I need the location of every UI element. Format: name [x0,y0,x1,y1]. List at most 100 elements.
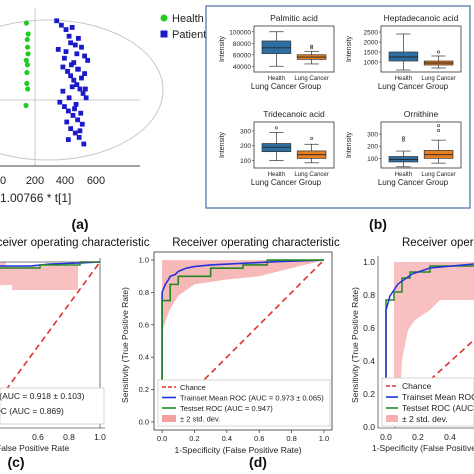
scatter-point-patient [79,44,84,50]
scatter-point-patient [76,66,81,72]
scatter-point-health [23,102,29,109]
scatter-point-health [24,62,31,68]
box [388,51,419,62]
panel-a-xaxis: 0 200 400 600 1.00766 * t[1] [0,175,105,205]
boxplot-subplot: Tridecanoic acid 100 200 300 Intensity Health… [219,109,335,187]
x-tick-label: 0.2 [189,434,199,443]
scatter-point-health [24,36,30,43]
scatter-point-patient [82,86,88,92]
scatter-point-health [25,31,31,37]
y-tick-label: 1000 [364,60,379,67]
scatter-point-health [23,57,29,64]
x-tick-label: 0.6 [32,432,44,442]
scatter-point-patient [73,102,79,107]
y-tick-label: 100000 [229,29,251,36]
x-tick-label: 200 [26,175,44,187]
scatter-point-patient [82,53,87,59]
y-axis-label: Intensity [346,35,353,62]
panel-b: Palmitic acid400006000080000100000Intens… [205,5,471,232]
scatter-point-patient [76,36,81,41]
x-tick-label: 0 [0,175,6,187]
y-tick-label: 1500 [364,50,379,57]
x-tick-label: Health [268,76,285,82]
outlier-point [437,128,441,132]
y-axis-label: Sensitivity (True Positive Rate) [120,287,130,403]
y-tick-label: 60000 [233,52,251,59]
scatter-point-health [24,80,30,87]
y-tick-label: 100 [367,156,378,163]
scatter-point-patient [83,95,89,101]
panel-d: Receiver operating characteristic 0.00.0… [120,237,340,470]
y-tick-label: 40000 [233,64,251,71]
y-tick-label: 2000 [364,40,379,47]
scatter-point-patient [69,84,75,90]
legend-entry: Testset ROC (AUC = 0.947) [180,404,273,413]
x-tick-label: Lung Cancer [421,172,455,178]
x-tick-label: 1.0 [319,434,329,443]
y-tick-label: 0.4 [139,353,149,362]
y-tick-label: 200 [240,143,251,150]
std-band [394,262,474,428]
scatter-point-patient [75,117,81,123]
scatter-point-patient [65,69,70,74]
legend-label-health: Health [172,13,204,25]
roc-test-curve [385,265,474,420]
outlier-point [437,50,441,54]
scatter-point-patient [62,104,67,109]
scatter-point-patient [68,73,74,79]
legend-marker-patient [160,30,168,38]
scatter-point-patient [68,40,74,46]
legend-entry: ROC (AUC = 0.869) [0,406,64,416]
scatter-point-patient [55,47,61,52]
scatter-point-patient [74,51,80,57]
x-tick-label: 0.0 [380,432,392,442]
panel-a-plot-area [0,8,164,167]
panel-a: 0 200 400 600 1.00766 * t[1] Health Pati… [0,8,206,232]
chance-line [0,261,101,399]
scatter-point-patient [71,77,77,83]
y-tick-label: 0.6 [139,320,149,329]
legend-entry: Chance [180,383,206,392]
legend-entry: ROC (AUC = 0.918 ± 0.103) [0,391,85,401]
scatter-point-patient [58,22,64,28]
y-tick-label: 0.8 [139,288,149,297]
legend-label-patient: Patient [172,29,206,41]
scatter-point-patient [77,128,83,134]
y-axis-label: Sensitivity (True Positive Rate) [350,287,360,403]
scatter-point-patient [63,49,69,54]
scatter-point-patient [63,27,69,32]
x-tick-label: 0.8 [286,434,296,443]
y-axis-label: Intensity [346,131,353,158]
x-axis-label: 1-Specificity (False Positive Rate) [174,445,301,455]
panel-c: Receiver operating characteristic ROC (A… [0,237,150,470]
chart-title: Receiver operating characteristic [0,237,150,249]
scatter-point-patient [77,86,83,92]
scatter-point-health [24,69,30,76]
legend-entry: Trainset Mean ROC (AUC = 0.973 ± 0.065) [180,394,324,403]
panel-a-legend: Health Patient [160,13,206,41]
outlier-point [274,126,278,130]
scatter-point-patient [72,106,77,112]
scatter-point-patient [64,119,70,125]
subplot-title: Palmitic acid [270,13,318,23]
x-tick-label: Lung Cancer [421,76,455,82]
panel-label-c: (c) [7,454,24,470]
y-axis-label: Intensity [219,35,226,62]
roc-mean-curve [385,263,474,420]
x-axis-label: 1-Specificity (False Positive Rate) [372,443,474,453]
y-tick-label: 0.0 [139,417,149,426]
scatter-point-health [23,20,30,26]
scatter-point-patient [72,130,78,136]
scatter-point-patient [69,25,75,30]
legend-entry: Chance [402,381,432,391]
y-tick-label: 1.0 [139,256,149,265]
x-tick-label: Lung Cancer [294,76,328,82]
scatter-point-patient [60,64,66,70]
outlier-point [437,124,441,128]
legend-entry: ± 2 std. dev. [402,414,448,424]
scatter-point-patient [57,99,63,105]
x-tick-label: 0.4 [222,434,232,443]
scatter-point-patient [79,121,85,127]
outlier-point [310,46,314,50]
